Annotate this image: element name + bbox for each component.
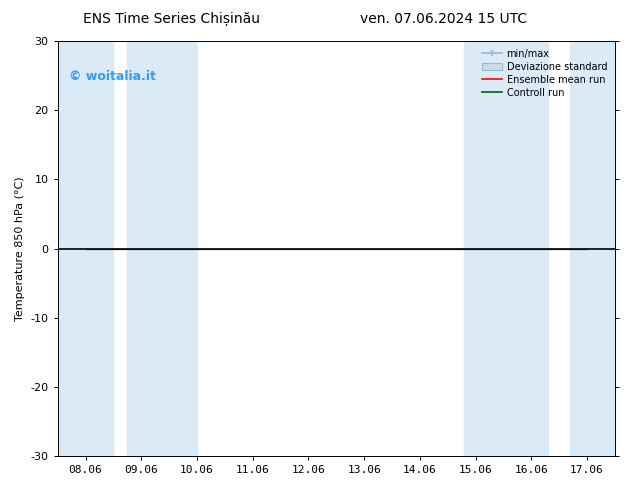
Text: © woitalia.it: © woitalia.it <box>69 70 156 83</box>
Legend: min/max, Deviazione standard, Ensemble mean run, Controll run: min/max, Deviazione standard, Ensemble m… <box>479 46 610 100</box>
Text: ven. 07.06.2024 15 UTC: ven. 07.06.2024 15 UTC <box>360 12 527 26</box>
Bar <box>465 41 548 456</box>
Text: ENS Time Series Chișinău: ENS Time Series Chișinău <box>82 12 260 26</box>
Bar <box>127 41 197 456</box>
Bar <box>570 41 615 456</box>
Y-axis label: Temperature 850 hPa (°C): Temperature 850 hPa (°C) <box>15 176 25 321</box>
Bar <box>58 41 113 456</box>
